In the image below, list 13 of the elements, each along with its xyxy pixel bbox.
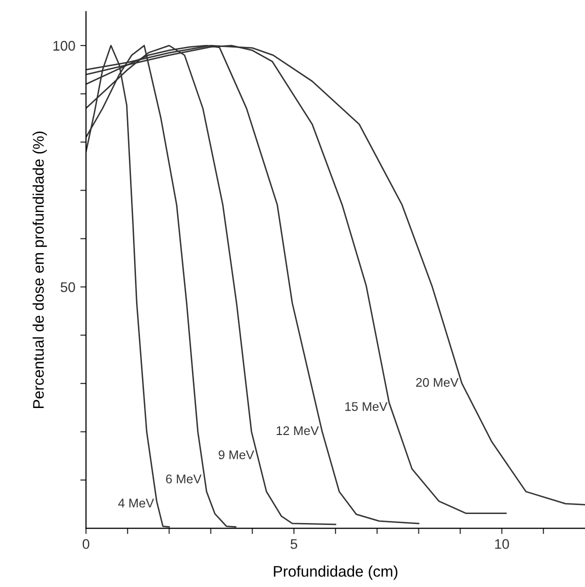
series-label: 4 MeV [118,498,154,508]
series-label: 15 MeV [345,402,388,411]
y-tick-label: 50 [60,282,76,292]
x-tick-label: 10 [495,539,510,549]
x-tick-label: 0 [82,539,90,549]
y-tick-label: 100 [53,40,76,51]
x-axis-title: Profundidade (cm) [274,566,398,580]
series-label: 20 MeV [416,378,459,387]
x-tick-label: 5 [290,539,298,549]
series-label: 9 MeV [218,450,254,460]
y-axis-title: Percentual de dose em profundidade (%) [32,132,47,408]
series-label: 6 MeV [166,474,202,484]
series-label: 12 MeV [276,426,319,436]
